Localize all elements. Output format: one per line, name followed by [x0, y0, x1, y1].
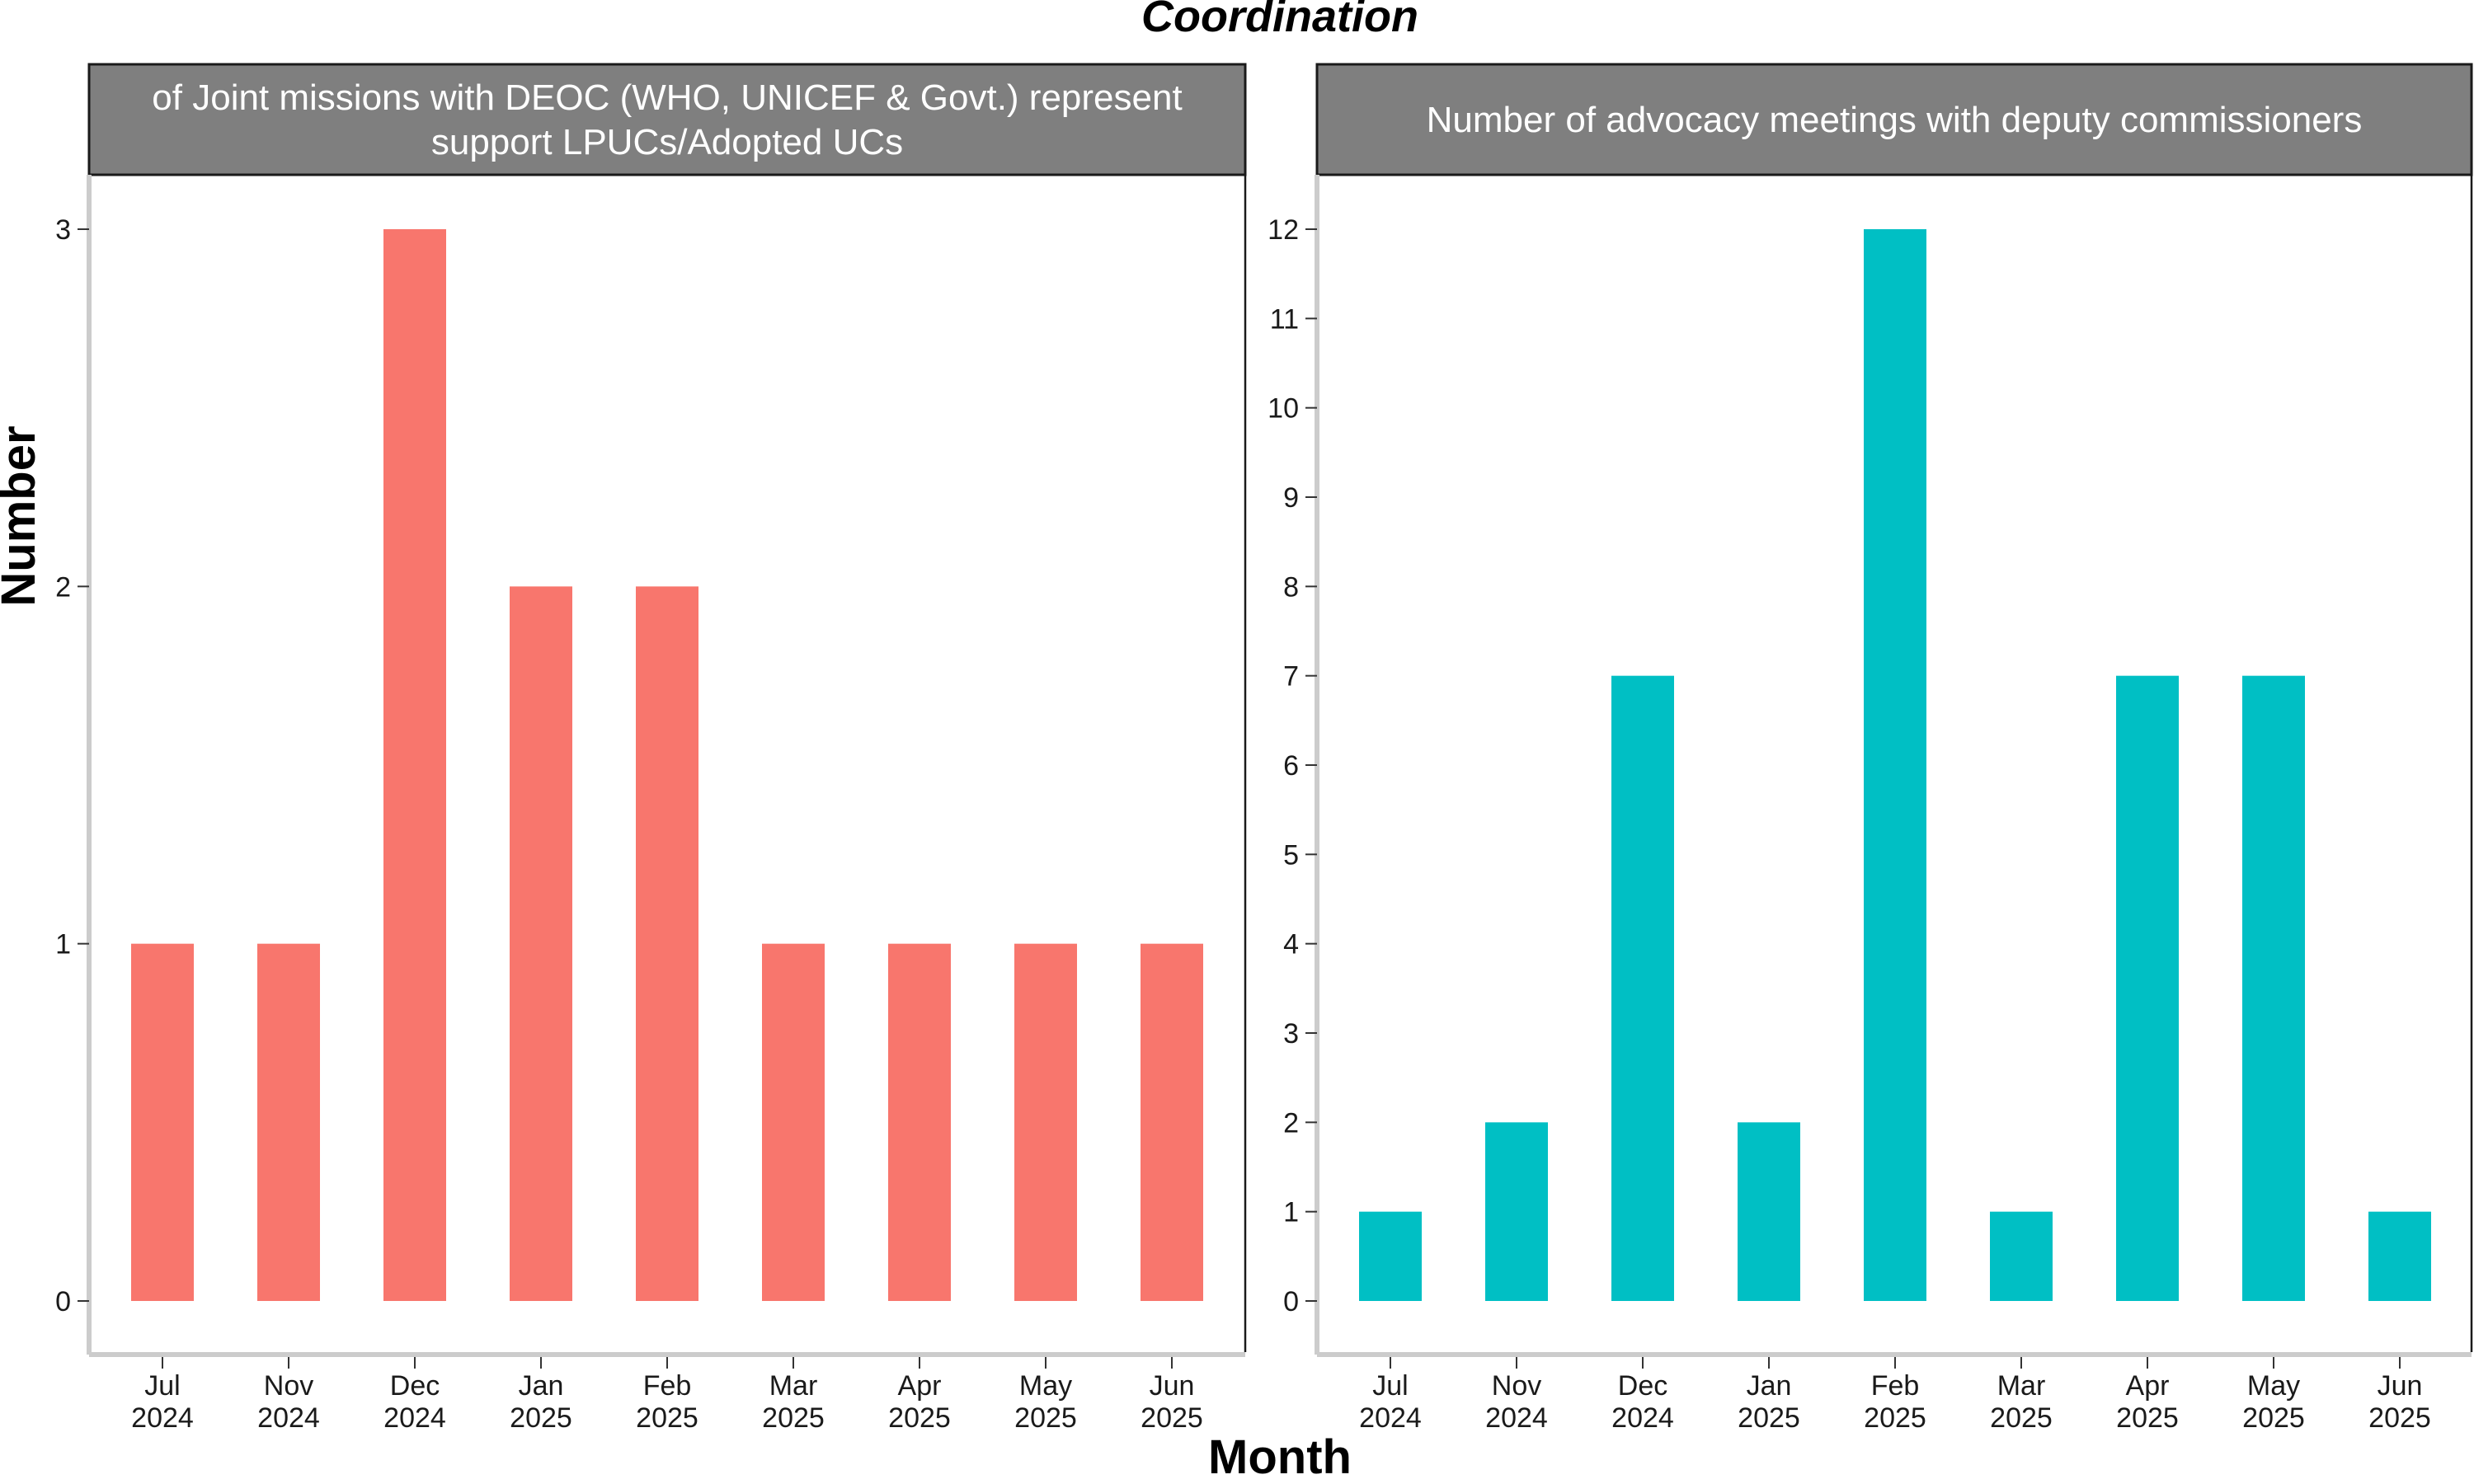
- bar-jul-2024: [1359, 1211, 1422, 1301]
- y-tick-label: 11: [1270, 303, 1299, 335]
- bar-nov-2024: [257, 943, 320, 1301]
- y-tick-label: 7: [1283, 661, 1299, 693]
- bar-jun-2025: [1141, 943, 1203, 1301]
- y-tick-label: 2: [1283, 1107, 1299, 1139]
- bar-feb-2025: [1864, 229, 1926, 1301]
- x-tick-label: Apr: [898, 1370, 942, 1402]
- y-axis-title: Number: [0, 425, 45, 606]
- x-tick-label: 2025: [2242, 1402, 2305, 1434]
- bar-apr-2025: [888, 943, 951, 1301]
- y-tick-label: 0: [55, 1286, 71, 1317]
- x-tick-label: 2025: [2116, 1402, 2179, 1434]
- y-tick-label: 1: [55, 929, 71, 960]
- x-tick-label: 2024: [1485, 1402, 1548, 1434]
- y-tick-label: 2: [55, 571, 71, 603]
- x-tick-label: Apr: [2126, 1370, 2170, 1402]
- facet-strip-label: of Joint missions with DEOC (WHO, UNICEF…: [152, 77, 1182, 118]
- x-tick-label: 2025: [2368, 1402, 2431, 1434]
- facet-strip-label: Number of advocacy meetings with deputy …: [1427, 100, 2363, 140]
- bar-may-2025: [1014, 943, 1077, 1301]
- y-tick-label: 8: [1283, 571, 1299, 603]
- bar-mar-2025: [1990, 1211, 2053, 1301]
- y-tick-label: 3: [55, 214, 71, 246]
- x-tick-label: 2025: [510, 1402, 572, 1434]
- x-tick-label: Mar: [1997, 1370, 2046, 1402]
- x-tick-label: 2024: [257, 1402, 320, 1434]
- x-tick-label: Mar: [769, 1370, 818, 1402]
- x-tick-label: Jul: [144, 1370, 180, 1402]
- y-tick-label: 4: [1283, 929, 1299, 960]
- bar-jan-2025: [510, 586, 572, 1301]
- chart-title: Coordination: [1141, 0, 1418, 41]
- bar-may-2025: [2242, 675, 2305, 1301]
- facet-strip-label: support LPUCs/Adopted UCs: [431, 122, 903, 162]
- y-tick-label: 1: [1283, 1197, 1299, 1228]
- x-tick-label: Feb: [1871, 1370, 1920, 1402]
- bar-feb-2025: [636, 586, 698, 1301]
- y-tick-label: 0: [1283, 1286, 1299, 1317]
- x-tick-label: Nov: [264, 1370, 313, 1402]
- y-tick-label: 12: [1268, 214, 1299, 246]
- bar-mar-2025: [762, 943, 825, 1301]
- x-tick-label: 2025: [1864, 1402, 1926, 1434]
- x-tick-label: 2025: [762, 1402, 825, 1434]
- y-tick-label: 6: [1283, 750, 1299, 782]
- x-tick-label: Feb: [643, 1370, 692, 1402]
- x-tick-label: Jul: [1372, 1370, 1408, 1402]
- x-tick-label: Jan: [1747, 1370, 1792, 1402]
- x-tick-label: 2024: [131, 1402, 194, 1434]
- x-tick-label: 2025: [1738, 1402, 1800, 1434]
- facet-strip: [87, 63, 1247, 176]
- x-tick-label: Dec: [390, 1370, 440, 1402]
- bar-jan-2025: [1738, 1122, 1800, 1301]
- x-tick-label: 2025: [888, 1402, 951, 1434]
- x-tick-label: 2024: [1611, 1402, 1674, 1434]
- y-tick-label: 3: [1283, 1018, 1299, 1050]
- x-tick-label: Jun: [1150, 1370, 1195, 1402]
- facet-panel-1: of Joint missions with DEOC (WHO, UNICEF…: [55, 63, 1247, 1434]
- x-tick-label: Dec: [1618, 1370, 1667, 1402]
- x-tick-label: 2024: [383, 1402, 446, 1434]
- x-tick-label: 2025: [1990, 1402, 2053, 1434]
- facet-panel-2: Number of advocacy meetings with deputy …: [1268, 63, 2473, 1434]
- x-tick-label: Jan: [519, 1370, 564, 1402]
- bar-dec-2024: [1611, 675, 1674, 1301]
- x-tick-label: Nov: [1492, 1370, 1541, 1402]
- bar-jul-2024: [131, 943, 194, 1301]
- y-tick-label: 10: [1268, 393, 1299, 425]
- bar-apr-2025: [2116, 675, 2179, 1301]
- y-tick-label: 5: [1283, 839, 1299, 871]
- x-tick-label: Jun: [2378, 1370, 2423, 1402]
- y-tick-label: 9: [1283, 482, 1299, 514]
- x-axis-title: Month: [1208, 1430, 1352, 1484]
- x-tick-label: 2024: [1359, 1402, 1422, 1434]
- x-tick-label: 2025: [636, 1402, 698, 1434]
- x-tick-label: May: [1019, 1370, 1072, 1402]
- bar-nov-2024: [1485, 1122, 1548, 1301]
- x-tick-label: 2025: [1141, 1402, 1203, 1434]
- bar-dec-2024: [383, 229, 446, 1301]
- bar-jun-2025: [2368, 1211, 2431, 1301]
- x-tick-label: May: [2247, 1370, 2300, 1402]
- facet-strip: [1315, 63, 2473, 176]
- x-tick-label: 2025: [1014, 1402, 1077, 1434]
